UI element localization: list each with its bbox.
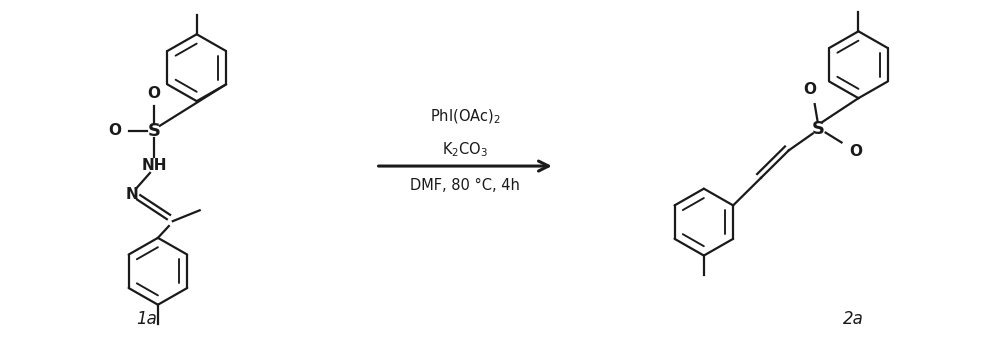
Text: 2a: 2a (843, 310, 863, 328)
Text: O: O (147, 86, 160, 101)
Text: O: O (109, 123, 122, 138)
Text: 1a: 1a (137, 310, 157, 328)
Text: PhI(OAc)$_2$: PhI(OAc)$_2$ (430, 108, 501, 126)
Text: O: O (803, 82, 816, 97)
Text: S: S (812, 120, 825, 138)
Text: K$_2$CO$_3$: K$_2$CO$_3$ (442, 140, 488, 159)
Text: NH: NH (141, 158, 167, 173)
Text: O: O (849, 144, 862, 159)
Text: S: S (147, 122, 160, 140)
Text: DMF, 80 °C, 4h: DMF, 80 °C, 4h (410, 178, 520, 193)
Text: N: N (126, 187, 138, 202)
